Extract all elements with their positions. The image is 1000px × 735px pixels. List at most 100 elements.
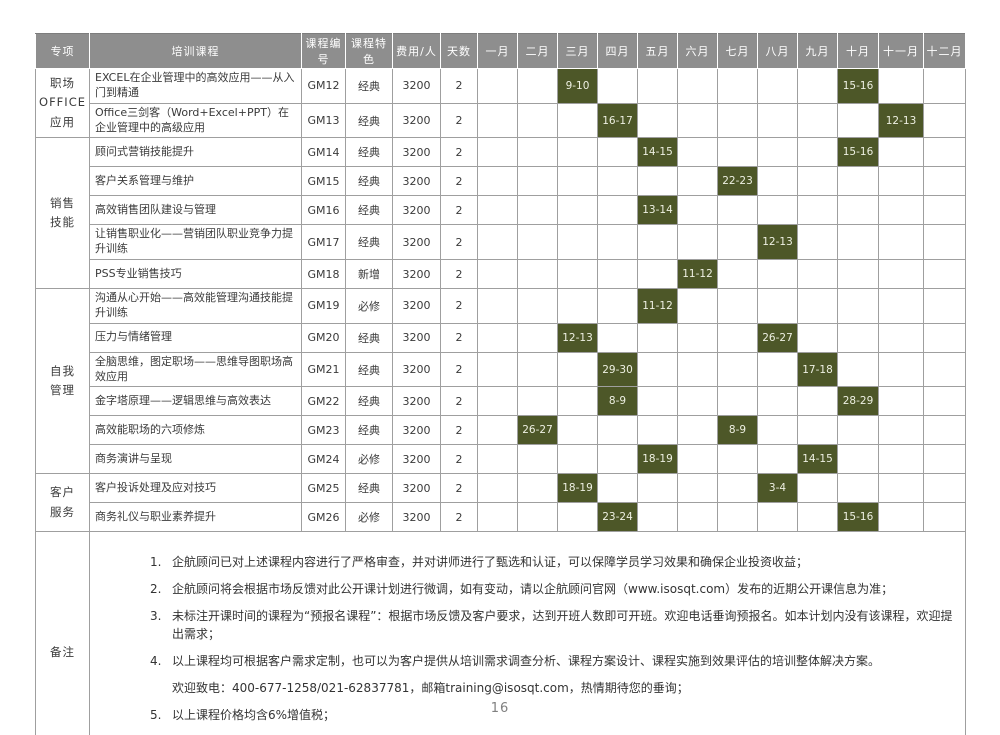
empty-month-cell	[557, 502, 598, 533]
course-code-cell: GM26	[301, 502, 346, 533]
empty-month-cell	[837, 288, 879, 324]
table-header-row: 专项 培训课程 课程编号 课程特色 费用/人 天数 一月 二月 三月 四月 五月 六月 七月 八月 九月 十月…	[35, 33, 966, 69]
scheduled-dates-cell: 14-15	[637, 137, 678, 168]
empty-month-cell	[717, 288, 758, 324]
empty-month-cell	[597, 444, 638, 475]
course-fee-cell: 3200	[392, 288, 441, 324]
category-cell: 职场 OFFICE 应用	[35, 67, 90, 139]
empty-month-cell	[677, 415, 718, 446]
empty-month-cell	[597, 137, 638, 168]
course-fee-cell: 3200	[392, 259, 441, 290]
empty-month-cell	[597, 259, 638, 290]
empty-month-cell	[757, 502, 798, 533]
scheduled-dates-cell: 17-18	[797, 351, 838, 388]
course-code-cell: GM15	[301, 166, 346, 197]
empty-month-cell	[677, 102, 718, 139]
empty-month-cell	[837, 259, 879, 290]
course-feature-cell: 经典	[345, 415, 393, 446]
course-row: 高效销售团队建设与管理 GM16 经典 3200 2 13-14	[36, 195, 966, 226]
empty-month-cell	[837, 166, 879, 197]
empty-month-cell	[677, 195, 718, 226]
empty-month-cell	[517, 444, 558, 475]
note-number: 1.	[150, 555, 162, 570]
note-number: 4.	[150, 654, 162, 669]
empty-month-cell	[878, 166, 924, 197]
course-row: 销售 技能 顾问式营销技能提升 GM14 经典 3200 2 14-15 15-16	[35, 137, 966, 290]
notes-content-cell: 1. 企航顾问已对上述课程内容进行了严格审查，并对讲师进行了甄选和认证，可以保障学…	[89, 531, 966, 735]
course-feature-cell: 必修	[345, 444, 393, 475]
course-fee-cell: 3200	[392, 224, 441, 261]
category-cell: 自我 管理	[35, 288, 90, 475]
scheduled-dates-cell: 11-12	[677, 259, 718, 290]
course-fee-cell: 3200	[392, 137, 441, 168]
scheduled-dates-cell: 9-10	[557, 68, 598, 104]
empty-month-cell	[757, 102, 798, 139]
empty-month-cell	[677, 68, 718, 104]
empty-month-cell	[757, 415, 798, 446]
empty-month-cell	[637, 68, 678, 104]
empty-month-cell	[717, 68, 758, 104]
empty-month-cell	[923, 224, 966, 261]
course-code-cell: GM18	[301, 259, 346, 290]
course-days-cell: 2	[440, 444, 478, 475]
scheduled-dates-cell: 15-16	[837, 68, 879, 104]
category-label-line: 技能	[50, 215, 75, 230]
scheduled-dates-cell: 16-17	[597, 102, 638, 139]
course-code-cell: GM13	[301, 102, 346, 139]
empty-month-cell	[923, 259, 966, 290]
scheduled-dates-cell: 18-19	[557, 473, 598, 504]
course-code-cell: GM24	[301, 444, 346, 475]
column-header-month-12: 十二月	[923, 33, 966, 69]
empty-month-cell	[477, 415, 518, 446]
empty-month-cell	[717, 351, 758, 388]
course-code-cell: GM16	[301, 195, 346, 226]
empty-month-cell	[477, 473, 518, 504]
course-title-cell: 金字塔原理——逻辑思维与高效表达	[89, 386, 302, 417]
scheduled-dates-cell: 29-30	[597, 351, 638, 388]
course-feature-cell: 经典	[345, 322, 393, 353]
empty-month-cell	[517, 259, 558, 290]
scheduled-dates-cell: 26-27	[757, 322, 798, 353]
empty-month-cell	[677, 224, 718, 261]
course-days-cell: 2	[440, 322, 478, 353]
category-label-line: OFFICE	[39, 95, 86, 110]
category-label-line: 职场	[50, 75, 75, 90]
scheduled-dates-cell: 15-16	[837, 502, 879, 533]
note-line: 3. 未标注开课时间的课程为“预报名课程”：根据市场反馈及客户要求，达到开班人数即…	[150, 607, 955, 643]
empty-month-cell	[757, 386, 798, 417]
note-number: 5.	[150, 708, 162, 723]
course-feature-cell: 经典	[345, 68, 393, 104]
empty-month-cell	[677, 502, 718, 533]
empty-month-cell	[637, 166, 678, 197]
empty-month-cell	[757, 444, 798, 475]
empty-month-cell	[717, 195, 758, 226]
course-row: 让销售职业化——营销团队职业竞争力提升训练 GM17 经典 3200 2 12-13	[36, 224, 966, 261]
empty-month-cell	[517, 288, 558, 324]
column-header-month-1: 一月	[477, 33, 518, 69]
empty-month-cell	[477, 137, 518, 168]
course-fee-cell: 3200	[392, 351, 441, 388]
empty-month-cell	[757, 137, 798, 168]
course-row: 客户 服务 客户投诉处理及应对技巧 GM25 经典 3200 2 18-19 3-4	[35, 473, 966, 533]
empty-month-cell	[477, 386, 518, 417]
empty-month-cell	[637, 415, 678, 446]
empty-month-cell	[637, 473, 678, 504]
course-feature-cell: 经典	[345, 195, 393, 226]
note-text: 未标注开课时间的课程为“预报名课程”：根据市场反馈及客户要求，达到开班人数即可开…	[172, 609, 953, 642]
course-feature-cell: 经典	[345, 166, 393, 197]
note-line: 4. 以上课程均可根据客户需求定制，也可以为客户提供从培训需求调查分析、课程方案设…	[150, 652, 955, 670]
course-title-cell: 让销售职业化——营销团队职业竞争力提升训练	[89, 224, 302, 261]
empty-month-cell	[637, 259, 678, 290]
note-line: 1. 企航顾问已对上述课程内容进行了严格审查，并对讲师进行了甄选和认证，可以保障学…	[150, 553, 955, 571]
course-code-cell: GM25	[301, 473, 346, 504]
column-header-feature: 课程特色	[345, 33, 393, 69]
scheduled-dates-cell: 22-23	[717, 166, 758, 197]
empty-month-cell	[717, 259, 758, 290]
empty-month-cell	[477, 68, 518, 104]
empty-month-cell	[717, 322, 758, 353]
course-code-cell: GM19	[301, 288, 346, 324]
column-header-month-10: 十月	[837, 33, 879, 69]
course-row: 高效能职场的六项修炼 GM23 经典 3200 2 26-27 8-9	[36, 415, 966, 446]
empty-month-cell	[677, 166, 718, 197]
empty-month-cell	[517, 351, 558, 388]
